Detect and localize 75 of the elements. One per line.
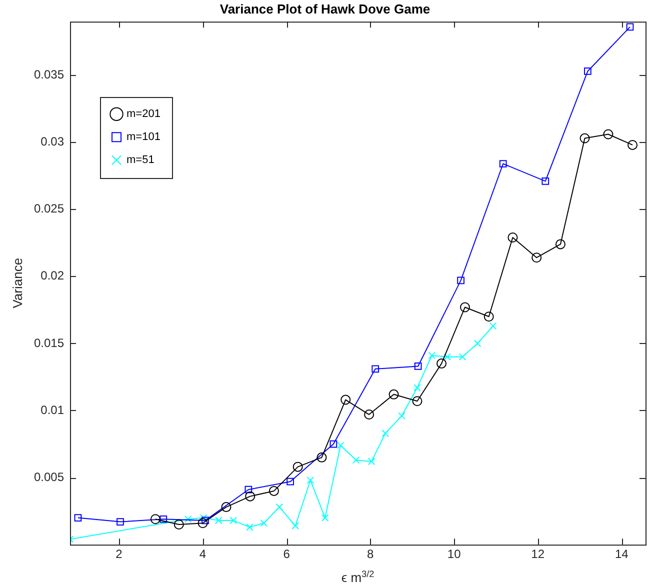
- point: [184, 515, 192, 523]
- y-tick-label: 0.025: [34, 202, 64, 216]
- point: [174, 519, 184, 530]
- point: [198, 518, 208, 528]
- point: [116, 518, 124, 526]
- point: [340, 394, 351, 405]
- point: [336, 442, 344, 450]
- chart-title: Variance Plot of Hawk Dove Game: [220, 1, 430, 16]
- point: [245, 491, 256, 502]
- point: [292, 522, 300, 530]
- point: [364, 410, 374, 420]
- x-tick-label: 4: [199, 547, 206, 562]
- point: [352, 456, 360, 464]
- point: [316, 452, 327, 462]
- point: [458, 353, 466, 361]
- legend-label: m=201: [126, 108, 160, 120]
- point: [626, 23, 634, 31]
- point: [246, 523, 254, 531]
- point: [292, 462, 303, 472]
- point: [532, 252, 542, 263]
- point: [412, 396, 422, 406]
- point: [580, 133, 590, 144]
- point: [474, 340, 482, 348]
- y-tick-label: 0.03: [40, 134, 64, 149]
- legend-label: m=101: [126, 131, 160, 144]
- legend-label: m=51: [126, 154, 154, 166]
- y-axis-title: Variance: [10, 258, 25, 308]
- point: [414, 384, 421, 392]
- point: [260, 519, 268, 527]
- point: [508, 232, 518, 243]
- point: [436, 358, 447, 369]
- point: [221, 502, 232, 512]
- point: [268, 486, 279, 496]
- point: [499, 160, 507, 168]
- point: [306, 476, 314, 484]
- point: [484, 312, 494, 322]
- point: [150, 514, 160, 524]
- point: [368, 458, 376, 466]
- x-tick-label: 2: [116, 547, 123, 562]
- point: [428, 352, 436, 360]
- point: [160, 515, 168, 523]
- point: [555, 239, 566, 250]
- point: [398, 412, 406, 420]
- point: [276, 503, 284, 511]
- point: [603, 129, 614, 140]
- point: [215, 516, 222, 524]
- point: [460, 302, 470, 312]
- x-tick-label: 12: [531, 547, 545, 562]
- y-tick-label: 0.01: [40, 402, 64, 417]
- point: [388, 389, 399, 400]
- point: [584, 68, 592, 75]
- x-tick-label: 8: [366, 547, 374, 562]
- point: [444, 353, 452, 361]
- y-tick-label: 0.02: [40, 268, 64, 283]
- point: [457, 276, 464, 284]
- point: [286, 478, 294, 486]
- point: [542, 178, 550, 185]
- x-tick-label: 6: [283, 547, 290, 562]
- point: [230, 516, 238, 524]
- point: [489, 322, 497, 330]
- x-tick-label: 10: [447, 547, 462, 562]
- point: [244, 486, 252, 494]
- point: [330, 440, 338, 448]
- point: [321, 514, 329, 522]
- point: [372, 365, 380, 373]
- y-tick-label: 0.005: [34, 470, 64, 484]
- point: [382, 430, 390, 437]
- point: [628, 140, 638, 150]
- y-tick-label: 0.035: [34, 68, 64, 82]
- point: [414, 362, 422, 370]
- y-tick-label: 0.015: [34, 336, 64, 350]
- point: [202, 516, 209, 524]
- point: [74, 514, 82, 522]
- x-tick-label: 14: [614, 547, 629, 562]
- point: [200, 514, 208, 522]
